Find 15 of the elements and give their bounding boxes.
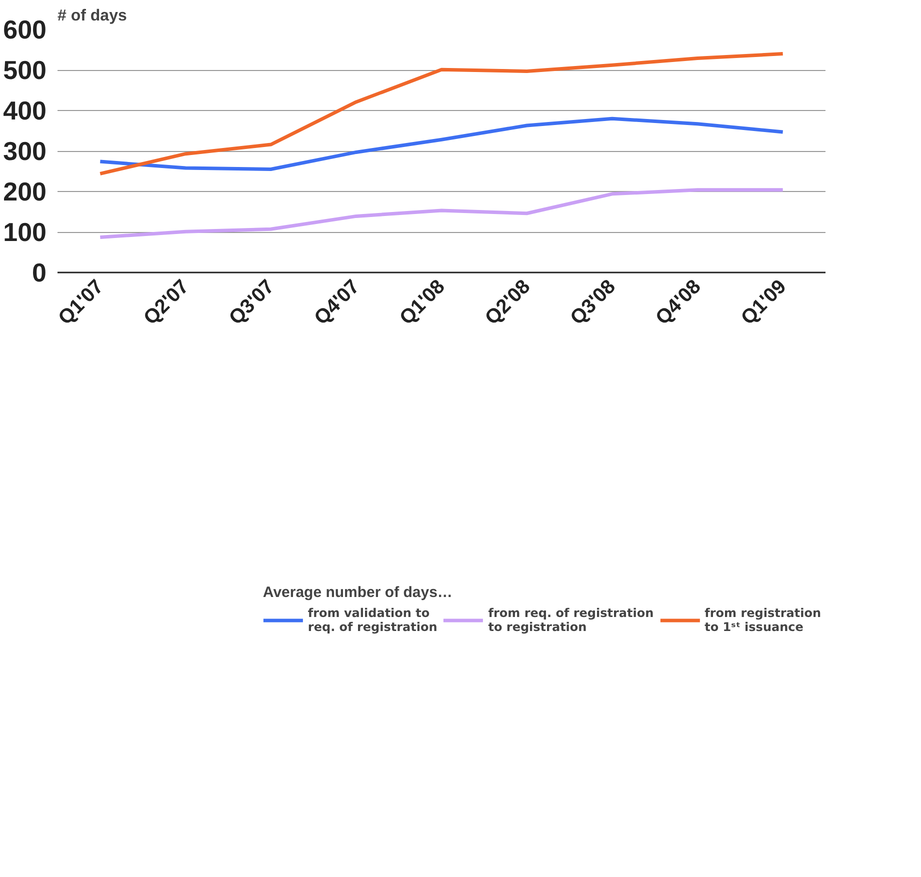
line-series [98,116,785,171]
y-tick-label: 600 [3,14,47,44]
y-tick-label: 0 [32,258,47,288]
y-tick-label: 200 [3,176,47,206]
line-series [98,52,785,176]
line-series [98,188,785,240]
y-tick-label: 400 [3,96,47,126]
legend-title: Average number of days… [262,584,454,601]
y-axis-title: # of days [58,8,127,24]
legend-label: from registration to 1ˢᵗ issuance [704,606,821,634]
y-tick-label: 300 [3,136,47,166]
y-tick-label: 500 [3,55,47,85]
legend-label: from req. of registration to registration [488,606,654,634]
legend-label: from validation to req. of registration [308,606,438,634]
y-tick-label: 100 [3,217,47,247]
